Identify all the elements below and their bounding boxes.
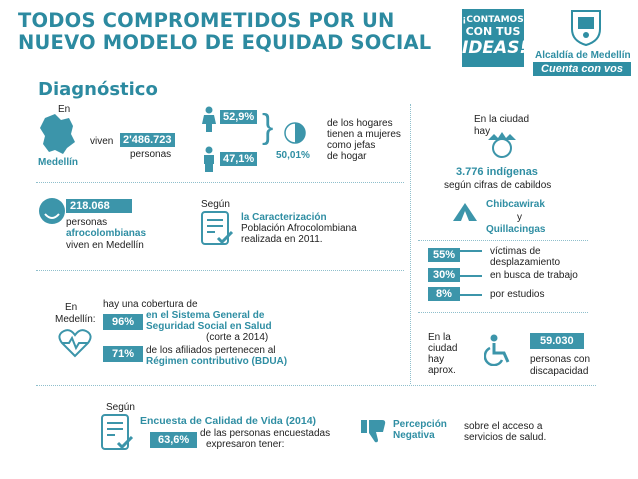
- households-total-pct: 50,01%: [276, 150, 310, 161]
- displacement-pct-3: 8%: [428, 287, 460, 301]
- households-description: de los hogares tienen a mujeres como jef…: [327, 118, 401, 162]
- health-prefix-1: En: [65, 302, 78, 313]
- title-line-2: NUEVO MODELO DE EQUIDAD SOCIAL: [18, 31, 432, 54]
- title-line-1: TODOS COMPROMETIDOS POR UN: [18, 9, 395, 32]
- document-check-icon: [200, 210, 236, 248]
- displacement-label-2: en busca de trabajo: [490, 270, 578, 281]
- coat-of-arms-icon: [568, 7, 604, 47]
- survey-line-1: de las personas encuestadas: [200, 428, 331, 439]
- section-title: Diagnóstico: [38, 79, 158, 100]
- survey-perception-1: Percepción: [393, 419, 447, 430]
- disability-line-1: personas con: [530, 354, 591, 365]
- indigenous-conjunction: y: [517, 212, 522, 223]
- campaign-line-2: CON TUS: [465, 25, 521, 38]
- disability-intro-1: En la: [428, 332, 451, 343]
- brace-icon: }: [262, 108, 274, 146]
- arrow-icon: [460, 294, 482, 296]
- displacement-pct-1: 55%: [428, 248, 460, 262]
- afro-line-1: personas: [66, 217, 108, 228]
- population-unit: personas: [130, 149, 172, 160]
- disability-intro-4: aprox.: [428, 365, 456, 376]
- woman-icon: [202, 106, 216, 132]
- antioquia-map-icon: [37, 112, 79, 156]
- households-desc-line-2: tienen a mujeres: [327, 129, 401, 140]
- indigenous-person-icon: [484, 132, 520, 160]
- indigenous-group-1: Chibcawirak: [486, 199, 545, 210]
- households-women-pct: 52,9%: [220, 110, 258, 124]
- row-divider-3: [36, 385, 596, 386]
- survey-about-2: servicios de salud.: [464, 432, 547, 443]
- population-total: 2'486.723: [120, 133, 175, 147]
- afro-count: 218.068: [66, 199, 132, 213]
- column-divider: [410, 104, 411, 384]
- afro-study: la Caracterización: [241, 212, 327, 223]
- indigenous-intro-1: En la ciudad: [474, 114, 530, 125]
- indigenous-group-2: Quillacingas: [486, 224, 546, 235]
- org-slogan: Cuenta con vos: [533, 62, 631, 76]
- campaign-line-1: ¡CONTAMOS: [462, 15, 524, 25]
- indigenous-source: según cifras de cabildos: [444, 180, 552, 191]
- indigenous-count: 3.776 indígenas: [456, 166, 538, 178]
- households-desc-line-4: de hogar: [327, 151, 367, 162]
- survey-line-2: expresaron tener:: [206, 439, 285, 450]
- pie-icon: [284, 122, 306, 144]
- thumbs-down-icon: [360, 418, 388, 444]
- health-prefix-2: Medellín:: [55, 314, 96, 325]
- population-prefix: En: [58, 104, 71, 115]
- arrow-icon: [460, 275, 482, 277]
- org-name: Alcaldía de Medellín: [535, 50, 631, 61]
- right-divider-2: [418, 312, 588, 313]
- disability-intro-3: hay: [428, 354, 445, 365]
- households-desc-line-1: de los hogares: [327, 118, 393, 129]
- population-verb: viven: [90, 136, 114, 147]
- survey-perception-2: Negativa: [393, 430, 435, 441]
- health-subsidized-1: de los afiliados pertenecen al: [146, 345, 276, 356]
- afro-line-2: afrocolombianas: [66, 228, 147, 239]
- right-divider-1: [418, 240, 588, 241]
- displacement-label-1b: desplazamiento: [490, 257, 561, 268]
- row-divider-1: [36, 182, 404, 183]
- arrow-icon: [460, 250, 482, 252]
- health-subsidized-2: Régimen contributivo (BDUA): [146, 356, 288, 367]
- population-city: Medellín: [38, 157, 79, 168]
- survey-about-1: sobre el acceso a: [464, 421, 543, 432]
- afro-person-icon: [38, 197, 66, 225]
- afro-study-line-3: realizada en 2011.: [241, 234, 323, 245]
- health-year-note: (corte a 2014): [206, 332, 269, 343]
- page-title: TODOS COMPROMETIDOS POR UN NUEVO MODELO …: [18, 10, 431, 54]
- displacement-label-1a: víctimas de: [490, 246, 541, 257]
- survey-name: Encuesta de Calidad de Vida (2014): [140, 415, 317, 427]
- row-divider-2: [36, 270, 404, 271]
- disability-intro-2: ciudad: [428, 343, 458, 354]
- afro-line-3: viven en Medellín: [66, 240, 144, 251]
- survey-according: Según: [106, 402, 135, 413]
- health-system-1: en el Sistema General de: [146, 310, 265, 321]
- heartbeat-icon: [58, 328, 92, 358]
- disability-intro: En la ciudad hay aprox.: [428, 332, 457, 376]
- man-icon: [202, 146, 216, 172]
- displacement-pct-2: 30%: [428, 268, 460, 282]
- survey-document-icon: [100, 413, 136, 453]
- health-intro: hay una cobertura de: [103, 299, 198, 310]
- afro-according: Según: [201, 199, 230, 210]
- disability-count: 59.030: [530, 333, 584, 349]
- households-men-pct: 47,1%: [220, 152, 258, 166]
- tent-icon: [452, 202, 478, 222]
- health-system-2: Seguridad Social en Salud: [146, 321, 272, 332]
- displacement-label-3: por estudios: [490, 289, 545, 300]
- campaign-line-3: IDEAS!: [462, 38, 528, 58]
- health-subsidized-pct: 71%: [103, 346, 143, 362]
- afro-study-line-2: Población Afrocolombiana: [241, 223, 357, 234]
- disability-line-2: discapacidad: [530, 366, 589, 377]
- health-coverage-pct: 96%: [103, 314, 143, 330]
- indigenous-intro-2: hay: [474, 126, 491, 137]
- households-desc-line-3: como jefas: [327, 140, 376, 151]
- survey-pct: 63,6%: [150, 432, 198, 448]
- wheelchair-icon: [484, 334, 514, 366]
- campaign-badge: ¡CONTAMOS CON TUS IDEAS!: [462, 9, 528, 67]
